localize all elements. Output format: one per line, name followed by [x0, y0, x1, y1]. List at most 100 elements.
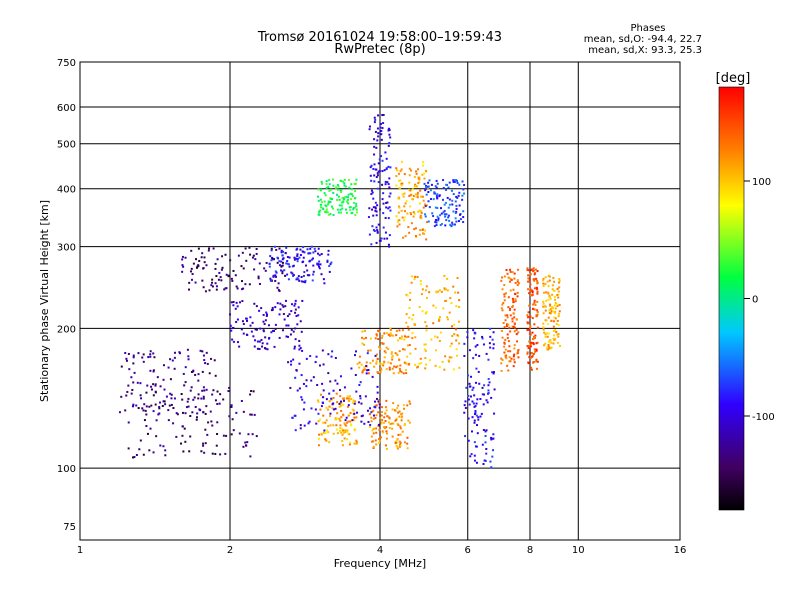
data-point [385, 206, 388, 209]
data-point [396, 423, 399, 426]
data-point [542, 328, 545, 331]
data-point [532, 342, 535, 345]
data-point [343, 184, 346, 187]
data-point [306, 248, 309, 251]
data-point [534, 334, 537, 337]
data-point [389, 422, 392, 425]
data-point [296, 389, 299, 392]
data-point [544, 283, 547, 286]
data-point [156, 376, 159, 379]
data-point [489, 346, 492, 349]
data-point [302, 280, 305, 283]
data-point [544, 335, 547, 338]
data-point [447, 216, 450, 219]
data-point [411, 332, 414, 335]
data-point [474, 345, 477, 348]
data-point [203, 359, 206, 362]
data-point [338, 389, 341, 392]
y-tick-label: 600 [57, 103, 76, 114]
data-point [128, 368, 131, 371]
data-point [275, 275, 278, 278]
data-point [512, 304, 515, 307]
data-point [388, 186, 391, 189]
data-point [257, 275, 260, 278]
data-point [490, 436, 493, 439]
data-point [157, 413, 160, 416]
data-point [347, 432, 350, 435]
data-point [341, 444, 344, 447]
data-point [381, 363, 384, 366]
data-point [281, 254, 284, 257]
data-point [559, 344, 562, 347]
data-point [317, 247, 320, 250]
data-point [503, 342, 506, 345]
data-point [304, 279, 307, 282]
data-point [238, 432, 241, 435]
data-point [186, 400, 189, 403]
data-point [445, 299, 448, 302]
data-point [394, 352, 397, 355]
data-point [302, 246, 305, 249]
data-point [453, 323, 456, 326]
data-point [384, 420, 387, 423]
data-point [146, 384, 149, 387]
data-point [487, 384, 490, 387]
data-point [558, 286, 561, 289]
data-point [406, 355, 409, 358]
data-point [343, 182, 346, 185]
data-point [152, 394, 155, 397]
data-point [274, 274, 277, 277]
data-point [320, 405, 323, 408]
data-point [214, 374, 217, 377]
data-point [314, 408, 317, 411]
data-point [361, 414, 364, 417]
data-point [513, 308, 516, 311]
data-point [411, 337, 414, 340]
data-point [557, 335, 560, 338]
data-point [474, 404, 477, 407]
data-point [339, 419, 342, 422]
data-point [348, 206, 351, 209]
data-point [361, 370, 364, 373]
data-point [322, 278, 325, 281]
data-point [472, 357, 475, 360]
data-point [187, 397, 190, 400]
data-point [503, 293, 506, 296]
data-point [380, 411, 383, 414]
data-point [155, 419, 158, 422]
data-point [383, 421, 386, 424]
data-point [471, 400, 474, 403]
data-point [556, 287, 559, 290]
data-point [317, 420, 320, 423]
data-point [286, 315, 289, 318]
data-point [307, 422, 310, 425]
data-point [410, 281, 413, 284]
data-point [158, 407, 161, 410]
data-point [261, 342, 264, 345]
data-point [375, 443, 378, 446]
data-point [426, 187, 429, 190]
data-point [425, 187, 428, 190]
data-point [388, 195, 391, 198]
data-point [500, 369, 503, 372]
data-point [534, 271, 537, 274]
data-point [363, 343, 366, 346]
data-point [401, 329, 404, 332]
data-point [375, 241, 378, 244]
data-point [305, 379, 308, 382]
data-point [515, 328, 518, 331]
data-point [468, 403, 471, 406]
data-point [425, 325, 428, 328]
data-point [376, 174, 379, 177]
stats-x-mode: mean, sd,X: 93.3, 25.3 [588, 45, 702, 56]
data-point [391, 358, 394, 361]
data-point [212, 247, 215, 250]
data-point [441, 222, 444, 225]
data-point [205, 405, 208, 408]
data-point [424, 215, 427, 218]
data-point [549, 297, 552, 300]
data-point [471, 388, 474, 391]
data-point [252, 335, 255, 338]
data-point [356, 211, 359, 214]
data-point [399, 170, 402, 173]
